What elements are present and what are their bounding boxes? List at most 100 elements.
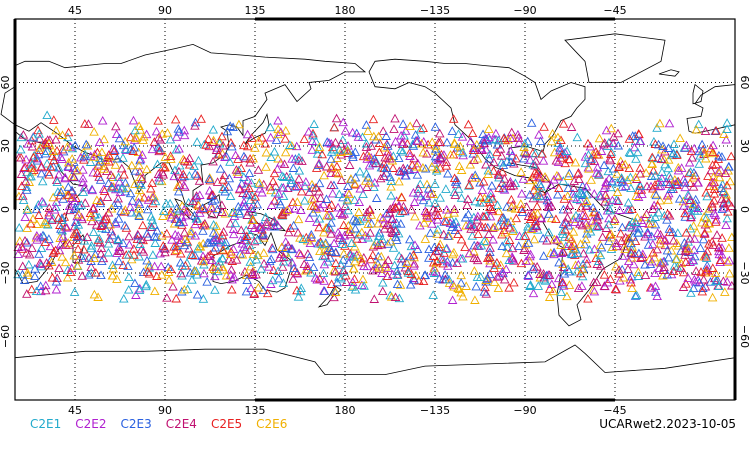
observation-marker xyxy=(620,159,630,169)
observation-marker xyxy=(111,121,121,131)
observation-marker xyxy=(60,173,71,183)
observation-marker xyxy=(422,210,432,220)
observation-marker xyxy=(272,164,283,173)
observation-marker xyxy=(51,284,62,294)
observation-marker xyxy=(248,270,259,279)
observation-marker xyxy=(505,146,516,156)
observation-marker xyxy=(560,224,570,234)
observation-marker xyxy=(485,211,496,221)
observation-marker xyxy=(612,187,623,197)
observation-marker xyxy=(525,175,536,185)
observation-marker xyxy=(136,180,146,189)
observation-marker xyxy=(318,251,328,261)
observation-marker xyxy=(43,167,54,176)
observation-marker xyxy=(213,266,223,276)
observation-marker xyxy=(35,258,45,267)
observation-marker xyxy=(123,261,133,270)
observation-marker xyxy=(73,244,83,253)
observation-marker xyxy=(333,168,344,178)
observation-marker xyxy=(679,201,689,210)
observation-marker xyxy=(493,283,504,293)
observation-marker xyxy=(593,248,604,257)
observation-marker xyxy=(401,170,411,180)
observation-marker xyxy=(47,215,57,225)
observation-marker xyxy=(546,180,556,190)
observation-marker xyxy=(342,195,352,205)
bottom-lon-label: −45 xyxy=(603,404,626,417)
observation-marker xyxy=(415,191,426,201)
observation-marker xyxy=(48,192,58,202)
observation-marker xyxy=(717,233,727,242)
observation-marker xyxy=(483,165,494,175)
observation-marker xyxy=(350,284,361,294)
observation-marker xyxy=(678,267,689,277)
observation-marker xyxy=(689,206,700,215)
observation-marker xyxy=(133,147,144,157)
observation-marker xyxy=(148,250,158,259)
observation-marker xyxy=(357,234,368,244)
observation-marker xyxy=(225,249,236,259)
observation-marker xyxy=(375,173,386,183)
observation-marker xyxy=(196,114,206,123)
observation-marker xyxy=(583,150,594,159)
observation-marker xyxy=(428,257,439,267)
observation-marker xyxy=(700,249,711,259)
observation-marker xyxy=(373,131,384,141)
observation-marker xyxy=(357,280,367,290)
observation-marker xyxy=(36,161,47,171)
observation-marker xyxy=(395,208,405,217)
observation-marker xyxy=(468,145,479,155)
observation-marker xyxy=(23,139,33,148)
observation-marker xyxy=(564,280,575,289)
observation-marker xyxy=(432,155,443,164)
observation-marker xyxy=(635,180,645,190)
observation-marker xyxy=(610,214,620,223)
observation-marker xyxy=(420,234,431,243)
observation-marker xyxy=(23,270,33,279)
observation-marker xyxy=(659,262,669,271)
observation-marker xyxy=(614,205,625,214)
observation-marker xyxy=(492,257,502,267)
observation-marker xyxy=(575,195,586,205)
observation-marker xyxy=(374,231,384,241)
observation-marker xyxy=(321,161,332,171)
observation-marker xyxy=(470,295,480,304)
observation-marker xyxy=(583,220,593,230)
observation-marker xyxy=(134,121,144,130)
observation-marker xyxy=(681,257,691,266)
observation-marker xyxy=(625,172,636,182)
observation-marker xyxy=(578,210,588,219)
observation-marker xyxy=(632,147,643,157)
observation-marker xyxy=(396,219,406,228)
observation-marker xyxy=(127,196,138,205)
observation-marker xyxy=(371,264,382,273)
observation-marker xyxy=(647,159,657,169)
observation-marker xyxy=(338,117,348,127)
observation-marker xyxy=(365,228,375,237)
observation-marker xyxy=(191,191,202,200)
observation-marker xyxy=(254,178,265,187)
observation-marker xyxy=(265,122,276,132)
observation-marker xyxy=(203,134,214,143)
observation-marker xyxy=(520,239,531,249)
coastline xyxy=(317,285,342,308)
observation-marker xyxy=(418,147,428,157)
observation-marker xyxy=(389,260,400,270)
observation-marker xyxy=(315,274,325,283)
observation-marker xyxy=(280,134,291,143)
observation-marker xyxy=(687,255,698,265)
observation-marker xyxy=(581,254,592,264)
observation-marker xyxy=(85,157,96,166)
observation-marker xyxy=(495,144,506,153)
observation-marker xyxy=(134,191,145,201)
observation-marker xyxy=(507,243,518,253)
observation-marker xyxy=(591,168,602,177)
observation-marker xyxy=(387,155,398,165)
observation-marker xyxy=(38,230,48,240)
observation-marker xyxy=(355,166,365,176)
observation-marker xyxy=(403,266,413,275)
observation-marker xyxy=(266,200,277,209)
observation-marker xyxy=(613,140,624,150)
observation-marker xyxy=(453,129,464,138)
observation-marker xyxy=(453,283,463,293)
